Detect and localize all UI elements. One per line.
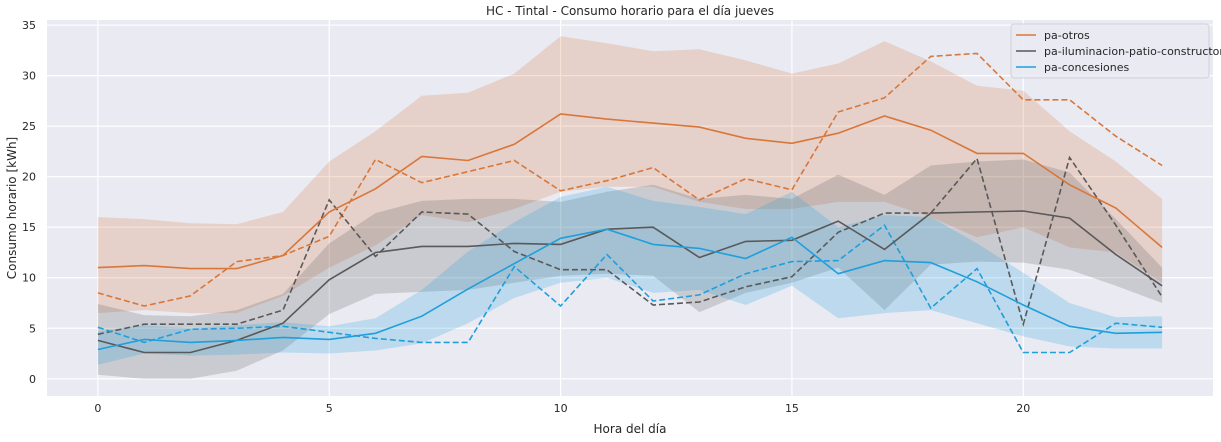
y-tick-labels: 0 5 10 15 20 25 30 35 bbox=[22, 19, 36, 386]
dashed-line-pa-otros bbox=[97, 52, 1163, 307]
chart-title: HC - Tintal - Consumo horario para el dí… bbox=[486, 4, 774, 18]
mean-line-pa-iluminacion-patio-constructor bbox=[97, 210, 1163, 354]
x-tick-label: 10 bbox=[554, 402, 568, 415]
x-tick-label: 20 bbox=[1016, 402, 1030, 415]
y-axis-title: Consumo horario [kWh] bbox=[5, 137, 19, 279]
legend-label-pa-otros: pa-otros bbox=[1044, 29, 1090, 42]
y-tick-label: 35 bbox=[22, 19, 36, 32]
band-pa-iluminacion-patio-constructor bbox=[97, 159, 1163, 379]
y-tick-label: 30 bbox=[22, 70, 36, 83]
y-tick-label: 0 bbox=[29, 373, 36, 386]
y-tick-label: 15 bbox=[22, 221, 36, 234]
series-lines bbox=[97, 52, 1163, 354]
mean-line-pa-otros bbox=[97, 113, 1163, 270]
y-tick-label: 25 bbox=[22, 120, 36, 133]
x-tick-label: 15 bbox=[785, 402, 799, 415]
grid bbox=[47, 20, 1213, 396]
legend-label-pa-concesiones: pa-concesiones bbox=[1044, 61, 1130, 74]
x-axis-title: Hora del día bbox=[594, 422, 667, 436]
x-tick-label: 0 bbox=[94, 402, 101, 415]
dashed-line-pa-iluminacion-patio-constructor bbox=[97, 155, 1163, 336]
legend-label-pa-iluminacion-patio-constructor: pa-iluminacion-patio-constructor bbox=[1044, 45, 1221, 58]
mean-line-pa-concesiones bbox=[97, 228, 1163, 351]
y-tick-label: 20 bbox=[22, 171, 36, 184]
y-tick-label: 5 bbox=[29, 322, 36, 335]
y-tick-label: 10 bbox=[22, 272, 36, 285]
legend-box bbox=[1010, 23, 1210, 79]
band-pa-concesiones bbox=[97, 186, 1163, 365]
x-tick-label: 5 bbox=[326, 402, 333, 415]
plot-background bbox=[47, 20, 1213, 396]
legend: pa-otros pa-iluminacion-patio-constructor… bbox=[1010, 23, 1221, 79]
x-tick-labels: 0 5 10 15 20 bbox=[94, 402, 1030, 415]
